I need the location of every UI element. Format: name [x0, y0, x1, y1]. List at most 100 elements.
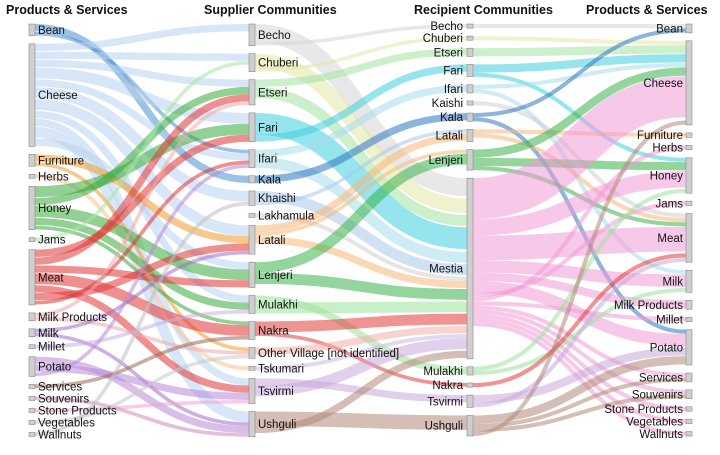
left-product-label-potato: Potato — [38, 362, 71, 374]
recipient-label-ushguli: Ushguli — [425, 421, 463, 433]
flow-milk-products-to-other-village-not-identified — [34, 316, 250, 355]
recipient-node-chuberi — [466, 35, 474, 41]
supplier-label-becho: Becho — [258, 30, 291, 42]
flow-ushguli-to-potato — [472, 356, 687, 424]
supplier-label-nakra: Nakra — [258, 325, 289, 337]
recipient-node-nakra — [466, 382, 474, 388]
supplier-node-kala — [248, 175, 256, 184]
right-product-node-cheese — [685, 40, 693, 126]
left-product-node-furniture — [28, 154, 36, 167]
flow-cheese-to-tsvirmi — [34, 118, 250, 386]
right-product-node-stone-products — [685, 406, 693, 412]
supplier-node-tsvirmi — [248, 378, 256, 404]
header-right-products: Products & Services — [586, 3, 708, 17]
flow-chuberi-to-cheese — [472, 36, 687, 45]
recipient-label-fari: Fari — [443, 66, 463, 78]
right-product-label-jams: Jams — [656, 198, 684, 210]
flow-mestia-to-stone-products — [472, 313, 687, 411]
flow-chuberi-to-chuberi — [254, 36, 468, 72]
recipient-node-becho — [466, 23, 474, 29]
left-product-node-milk — [28, 328, 36, 338]
left-product-label-wallnuts: Wallnuts — [38, 429, 82, 441]
recipient-label-lenjeri: Lenjeri — [428, 155, 463, 167]
flow-links — [34, 23, 687, 437]
supplier-node-fari — [248, 112, 256, 143]
left-product-node-potato — [28, 356, 36, 377]
left-product-node-stone-products — [28, 408, 36, 413]
recipient-node-fari — [466, 64, 474, 78]
supplier-node-becho — [248, 23, 256, 46]
flow-ushguli-to-services — [472, 377, 687, 428]
flow-ushguli-to-ushguli — [254, 411, 468, 430]
flow-kala-to-bean — [472, 28, 687, 118]
right-product-label-vegetables: Vegetables — [626, 416, 683, 428]
flow-tskumari-to-mestia — [254, 334, 468, 371]
flow-fari-to-fari — [254, 64, 468, 142]
left-product-label-vegetables: Vegetables — [38, 417, 95, 429]
supplier-node-tskumari — [248, 366, 256, 371]
supplier-node-ushguli — [248, 411, 256, 438]
flow-mestia-to-millet — [472, 301, 687, 322]
left-product-label-stone-products: Stone Products — [38, 405, 117, 417]
flow-ifari-to-ifari — [254, 84, 468, 157]
flow-mestia-to-herbs — [472, 145, 687, 302]
left-product-node-meat — [28, 249, 36, 306]
flow-bean-to-kala — [34, 23, 250, 183]
header-recipient-communities: Recipient Communities — [414, 3, 553, 17]
flow-cheese-to-fari — [34, 67, 250, 124]
header-supplier-communities: Supplier Communities — [204, 3, 337, 17]
left-product-label-cheese: Cheese — [38, 90, 78, 102]
right-product-label-herbs: Herbs — [652, 143, 683, 155]
right-product-node-vegetables — [685, 418, 693, 424]
flow-services-to-nakra — [34, 335, 250, 389]
flow-etseri-to-etseri — [254, 48, 468, 87]
supplier-label-khaishi: Khaishi — [258, 193, 296, 205]
node-bars — [28, 23, 693, 438]
supplier-label-kala: Kala — [258, 174, 282, 186]
right-product-node-jams — [685, 200, 693, 206]
right-product-node-milk — [685, 269, 693, 293]
node-labels: BeanCheeseFurnitureHerbsHoneyJamsMeatMil… — [38, 21, 684, 441]
left-product-node-herbs — [28, 173, 36, 179]
recipient-node-kaishi — [466, 100, 474, 106]
flow-cheese-to-lenjeri — [34, 138, 250, 270]
supplier-node-latali — [248, 225, 256, 255]
right-product-label-services: Services — [639, 372, 683, 384]
recipient-label-becho: Becho — [430, 21, 463, 33]
flow-mestia-to-meat — [472, 226, 687, 261]
flow-cheese-to-latali — [34, 99, 250, 237]
left-product-node-wallnuts — [28, 432, 36, 437]
left-product-label-souvenirs: Souvenirs — [38, 393, 89, 405]
right-product-label-potato: Potato — [650, 342, 683, 354]
recipient-node-ifari — [466, 84, 474, 94]
right-product-label-furniture: Furniture — [637, 130, 683, 142]
left-product-label-herbs: Herbs — [38, 171, 69, 183]
flow-tsvirmi-to-mestia — [254, 338, 468, 397]
supplier-node-ifari — [248, 149, 256, 169]
flow-cheese-to-becho — [34, 23, 250, 52]
supplier-label-lakhamula: Lakhamula — [258, 210, 315, 222]
flow-honey-to-etseri — [34, 86, 250, 206]
supplier-node-lakhamula — [248, 213, 256, 218]
left-product-label-bean: Bean — [38, 25, 65, 37]
right-product-label-milk: Milk — [663, 276, 684, 288]
right-product-node-meat — [685, 213, 693, 263]
flow-kala-to-kala — [254, 113, 468, 183]
right-product-label-meat: Meat — [657, 233, 683, 245]
right-product-node-bean — [685, 23, 693, 34]
supplier-label-fari: Fari — [258, 122, 278, 134]
right-product-label-milk-products: Milk Products — [614, 300, 683, 312]
flow-mulakhi-to-mestia — [254, 301, 468, 314]
recipient-label-chuberi: Chuberi — [423, 33, 463, 45]
supplier-label-etseri: Etseri — [258, 87, 287, 99]
header-left-products: Products & Services — [6, 3, 128, 17]
flow-becho-to-becho — [254, 24, 468, 46]
supplier-node-lenjeri — [248, 261, 256, 288]
right-product-label-cheese: Cheese — [643, 78, 683, 90]
flow-cheese-to-etseri — [34, 59, 250, 87]
recipient-node-latali — [466, 128, 474, 142]
flow-stone-products-to-tsvirmi — [34, 399, 250, 413]
supplier-label-latali: Latali — [258, 235, 286, 247]
flow-latali-to-meat — [472, 133, 687, 223]
